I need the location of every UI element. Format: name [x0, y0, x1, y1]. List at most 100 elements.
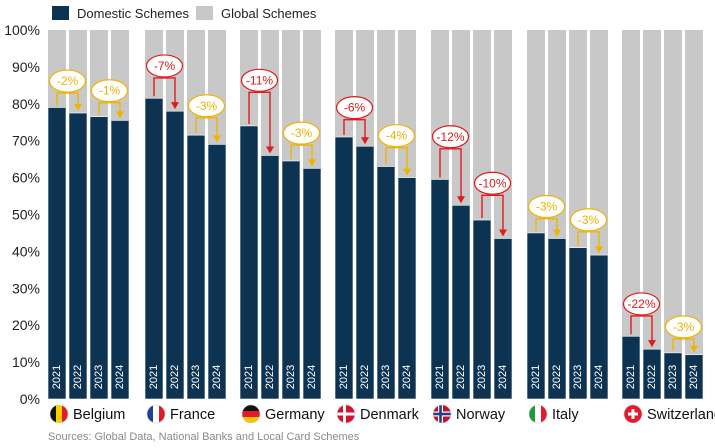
legend-label-global: Global Schemes — [221, 5, 317, 21]
bar-year-label: 2022 — [264, 365, 276, 389]
bar-domestic — [451, 204, 471, 400]
bar-domestic — [397, 177, 417, 400]
change-arrow-line — [343, 118, 366, 139]
bar-year-label: 2023 — [380, 365, 392, 389]
change-arrow-line — [481, 194, 504, 231]
country-label: Norway — [456, 407, 506, 423]
change-arrowhead — [499, 229, 507, 237]
change-label: -3% — [291, 126, 313, 140]
bar-year-label: 2021 — [625, 365, 637, 389]
bar-year-label: 2022 — [455, 365, 467, 389]
bar-domestic — [302, 168, 322, 400]
bar-global — [685, 30, 703, 399]
y-tick-label: 90% — [12, 59, 40, 75]
bar-year-label: 2023 — [667, 365, 679, 389]
bar-year-label: 2021 — [243, 365, 255, 389]
change-label-bubble — [622, 292, 661, 316]
france-flag-icon — [147, 405, 165, 423]
change-arrow-line — [290, 144, 313, 161]
bar-domestic — [239, 125, 259, 400]
legend-label-domestic: Domestic Schemes — [77, 5, 189, 21]
change-label-bubble — [240, 68, 279, 92]
switzerland-flag-icon — [624, 405, 642, 423]
change-arrowhead — [308, 159, 316, 167]
bar-year-label: 2023 — [190, 365, 202, 389]
bar-domestic — [547, 238, 567, 400]
change-arrowhead — [171, 102, 179, 110]
source-note: Sources: Global Data, National Banks and… — [48, 431, 360, 443]
norway-flag-icon — [433, 405, 451, 423]
bar-domestic — [493, 238, 513, 400]
bar-year-label: 2024 — [306, 365, 318, 389]
change-label-bubble — [431, 125, 470, 149]
bar-domestic — [589, 254, 609, 400]
bar-year-label: 2021 — [148, 365, 160, 389]
change-label: -7% — [154, 59, 176, 73]
bar-domestic — [376, 166, 396, 400]
bar-domestic — [68, 112, 88, 400]
bar-year-label: 2023 — [572, 365, 584, 389]
germany-flag-icon — [242, 405, 260, 423]
bar-year-label: 2022 — [72, 365, 84, 389]
bar-domestic — [165, 110, 185, 400]
bar-year-label: 2024 — [497, 365, 509, 389]
flag-outline — [528, 404, 548, 424]
country-label: Italy — [552, 407, 579, 423]
bar-year-label: 2024 — [401, 365, 413, 389]
change-arrowhead — [74, 104, 82, 112]
y-tick-label: 70% — [12, 133, 40, 149]
country-label: Germany — [265, 407, 325, 423]
change-arrow-line — [577, 231, 600, 248]
y-tick-label: 60% — [12, 170, 40, 186]
belgium-flag-icon — [50, 405, 68, 423]
bar-domestic — [355, 145, 375, 400]
bar-domestic — [89, 116, 109, 400]
denmark-flag-icon — [337, 405, 355, 423]
bar-domestic — [334, 136, 354, 400]
change-label: -22% — [627, 297, 655, 311]
bar-domestic — [47, 107, 67, 400]
flag-outline — [146, 404, 166, 424]
bar-domestic — [430, 179, 450, 400]
bar-domestic — [260, 155, 280, 400]
bar-year-label: 2022 — [646, 365, 658, 389]
change-arrow-line — [153, 77, 176, 104]
y-tick-label: 20% — [12, 317, 40, 333]
country-label: Belgium — [73, 407, 125, 423]
change-arrowhead — [457, 196, 465, 204]
change-label: -10% — [478, 176, 506, 190]
flag-outline — [432, 404, 452, 424]
change-label: -12% — [436, 130, 464, 144]
bar-year-label: 2021 — [338, 365, 350, 389]
y-tick-label: 50% — [12, 207, 40, 223]
change-label-bubble — [90, 79, 129, 103]
change-label-bubble — [569, 208, 608, 232]
change-label: -2% — [57, 74, 79, 88]
flag-outline — [241, 404, 261, 424]
bar-domestic — [110, 120, 130, 400]
change-label: -1% — [99, 84, 121, 98]
bar-year-label: 2024 — [114, 365, 126, 389]
change-label: -3% — [196, 99, 218, 113]
bar-year-label: 2024 — [211, 365, 223, 389]
change-arrowhead — [361, 137, 369, 145]
change-label-bubble — [473, 171, 512, 195]
change-label-bubble — [282, 121, 321, 145]
y-tick-label: 80% — [12, 96, 40, 112]
change-arrow-line — [195, 117, 218, 137]
change-label-bubble — [145, 54, 184, 78]
y-tick-label: 30% — [12, 280, 40, 296]
change-label: -11% — [246, 73, 273, 87]
change-arrow-line — [98, 102, 121, 115]
bar-domestic — [526, 232, 546, 400]
bar-domestic — [281, 160, 301, 400]
change-arrow-line — [535, 217, 558, 231]
bar-domestic — [621, 335, 641, 400]
change-arrowhead — [403, 168, 411, 176]
change-label-bubble — [335, 96, 374, 120]
bar-year-label: 2021 — [434, 365, 446, 389]
change-label-bubble — [48, 69, 87, 93]
change-arrowhead — [595, 246, 603, 254]
change-arrowhead — [116, 111, 124, 119]
